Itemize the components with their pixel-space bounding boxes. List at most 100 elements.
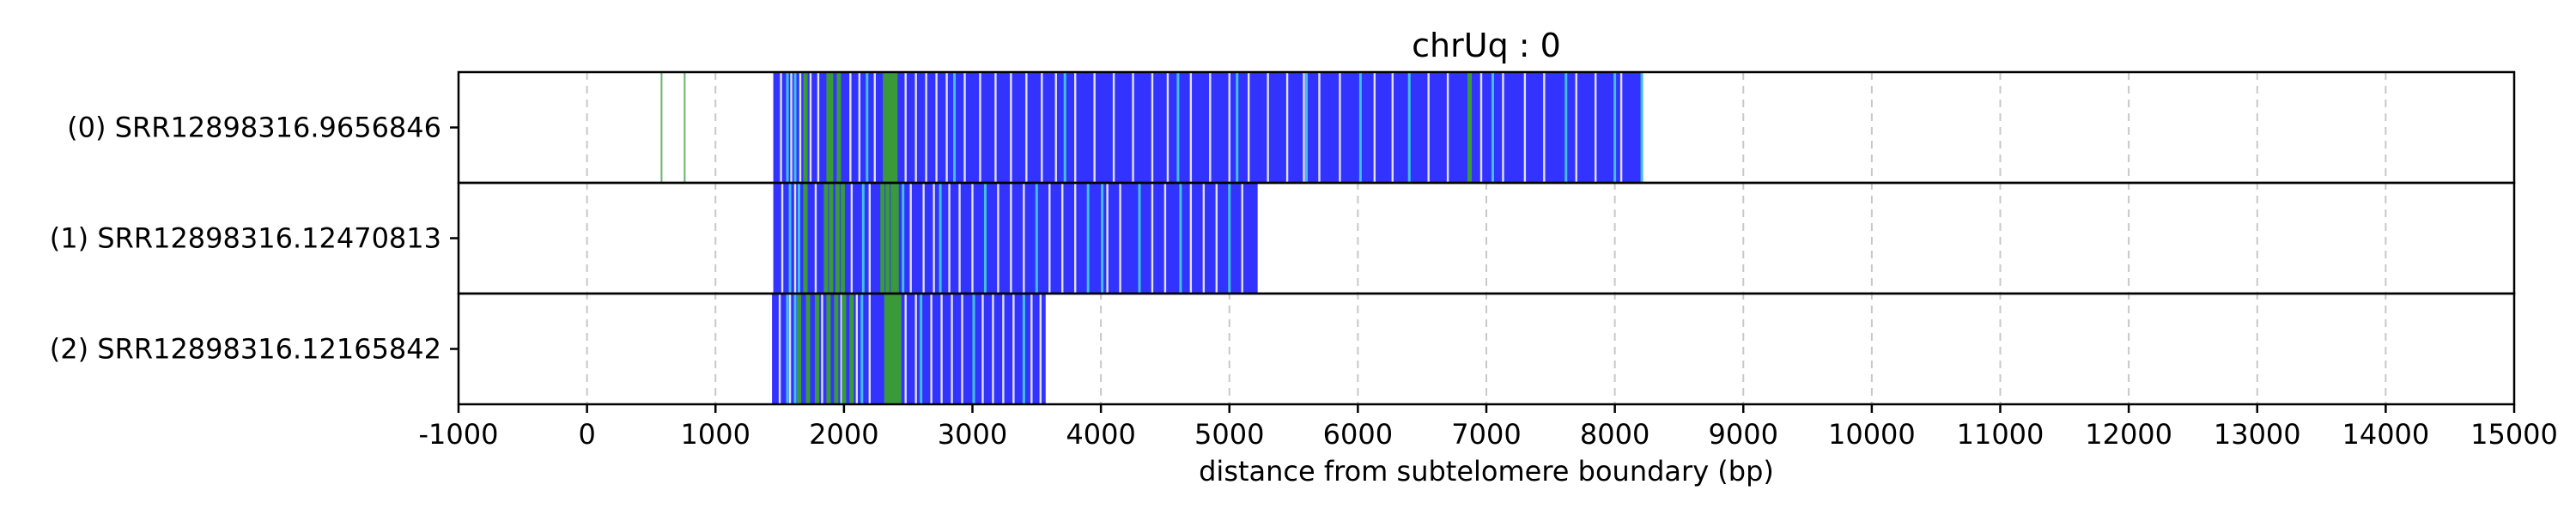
cyan-mark [793, 72, 797, 183]
x-tick-label: 4000 [1066, 418, 1135, 451]
cyan-mark [786, 294, 789, 404]
gap-mark [914, 72, 917, 183]
gap-mark [1048, 183, 1051, 294]
x-tick-label: 1000 [681, 418, 750, 451]
gap-mark [1285, 72, 1289, 183]
gap-mark [778, 294, 781, 404]
cyan-mark [793, 294, 797, 404]
gap-mark [963, 72, 966, 183]
gap-mark [1202, 183, 1206, 294]
cyan-mark [1613, 72, 1617, 183]
cyan-mark [1063, 72, 1066, 183]
gap-mark [840, 294, 843, 404]
cyan-mark [1035, 183, 1038, 294]
gap-mark [1030, 294, 1033, 404]
gap-mark [1023, 183, 1025, 294]
gap-mark [1594, 72, 1597, 183]
gap-mark [793, 183, 797, 294]
gap-mark [1209, 72, 1212, 183]
read-label: (0) SRR12898316.9656846 [67, 112, 441, 144]
gap-mark [940, 294, 943, 404]
green-mark [803, 72, 808, 183]
green-mark [826, 294, 831, 404]
gap-mark [1166, 72, 1170, 183]
gap-mark [1106, 183, 1109, 294]
green-mark [814, 294, 819, 404]
gap-mark [1619, 72, 1623, 183]
gap-mark [1267, 72, 1269, 183]
cyan-mark [983, 183, 987, 294]
read-labels: (0) SRR12898316.9656846 (1) SRR12898316.1… [50, 112, 459, 366]
cyan-mark [1101, 183, 1104, 294]
gap-mark [951, 294, 953, 404]
green-mark [893, 72, 898, 183]
cyan-mark [861, 183, 865, 294]
gap-mark [1025, 72, 1028, 183]
read-track [772, 294, 1046, 404]
green-mark [660, 72, 663, 183]
gap-mark [945, 72, 948, 183]
read-label: (2) SRR12898316.12165842 [50, 333, 441, 366]
cyan-mark [1138, 183, 1141, 294]
gap-mark [948, 183, 951, 294]
gap-mark [909, 183, 912, 294]
green-mark [840, 183, 845, 294]
x-tick-label: 3000 [938, 418, 1007, 451]
x-axis: -1000 0 1000 2000 3000 4000 5000 6000 7000 8000 90… [419, 404, 2558, 451]
cyan-mark [1491, 72, 1494, 183]
x-tick-label: 12000 [2085, 418, 2172, 451]
gap-mark [1054, 72, 1057, 183]
gap-mark [1543, 72, 1546, 183]
gap-mark [814, 183, 817, 294]
gap-mark [1228, 72, 1230, 183]
x-tick-label: 9000 [1709, 418, 1778, 451]
cyan-mark [788, 183, 792, 294]
x-tick-label: 14000 [2342, 418, 2429, 451]
cyan-mark [1358, 72, 1362, 183]
gap-mark [935, 72, 938, 183]
gap-mark [1215, 183, 1218, 294]
green-mark [829, 183, 834, 294]
gap-mark [1061, 183, 1064, 294]
gap-mark [925, 72, 927, 183]
x-tick-label: 2000 [809, 418, 878, 451]
green-mark [884, 294, 889, 404]
green-mark [841, 294, 847, 404]
gap-mark [873, 72, 876, 183]
cyan-mark [786, 72, 789, 183]
green-mark [890, 72, 896, 183]
gap-mark [979, 72, 981, 183]
gap-mark [821, 294, 823, 404]
gap-mark [971, 183, 974, 294]
gap-mark [992, 294, 994, 404]
gap-mark [850, 183, 854, 294]
x-tick-label: 7000 [1451, 418, 1521, 451]
gap-mark [1151, 183, 1154, 294]
green-mark [849, 294, 854, 404]
cyan-mark [953, 72, 957, 183]
gap-mark [1002, 294, 1005, 404]
gap-mark [1151, 72, 1154, 183]
gap-mark [1502, 72, 1504, 183]
gap-mark [790, 72, 793, 183]
cyan-mark [1407, 72, 1411, 183]
cyan-mark [798, 183, 801, 294]
gap-mark [1039, 294, 1042, 404]
cyan-mark [939, 183, 942, 294]
x-tick-label: 6000 [1323, 418, 1393, 451]
read-extent-bar [773, 72, 1643, 183]
green-mark [826, 72, 831, 183]
gap-mark [1479, 72, 1483, 183]
green-mark [896, 294, 902, 404]
green-mark [683, 72, 686, 183]
green-mark [880, 183, 885, 294]
green-mark [803, 183, 808, 294]
x-tick-label: -1000 [419, 418, 499, 451]
green-mark [829, 72, 834, 183]
gap-mark [780, 72, 782, 183]
green-mark [894, 294, 899, 404]
gap-mark [1119, 183, 1121, 294]
gap-mark [1303, 72, 1305, 183]
green-mark [889, 294, 894, 404]
green-mark [883, 72, 888, 183]
